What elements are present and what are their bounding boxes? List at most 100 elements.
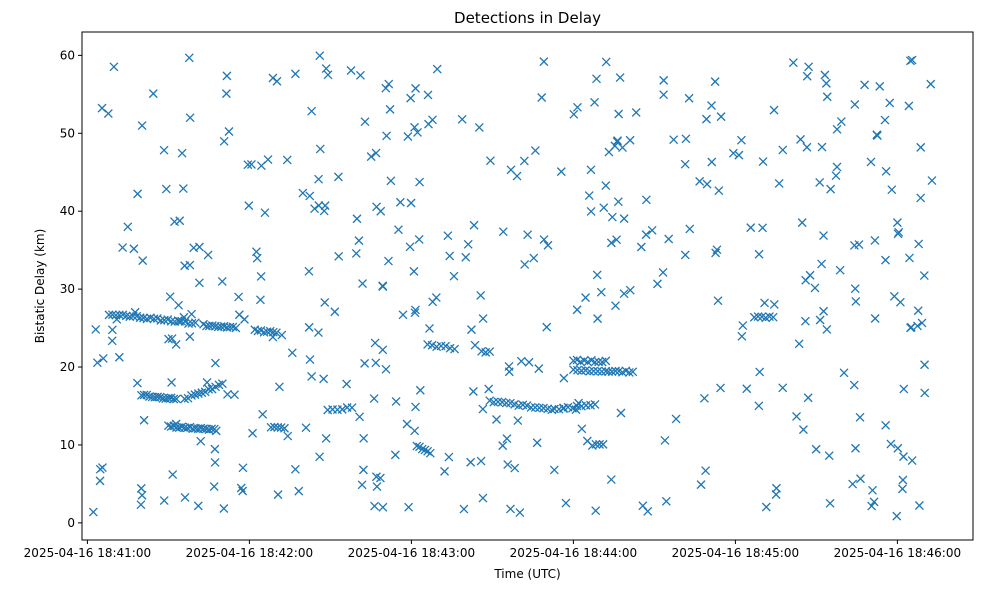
detection-point	[109, 62, 119, 72]
detection-point	[822, 92, 832, 102]
detection-point	[381, 83, 391, 93]
detection-point	[425, 324, 434, 333]
detection-point	[601, 181, 611, 191]
detection-point	[203, 250, 213, 260]
detection-point	[641, 195, 651, 205]
detection-point	[892, 218, 902, 228]
detection-point	[671, 414, 681, 424]
detection-point	[893, 443, 903, 453]
detection-point	[358, 465, 368, 475]
detection-point	[684, 93, 694, 103]
detection-point	[196, 436, 206, 446]
detection-point	[821, 78, 831, 88]
y-tick-label: 30	[60, 282, 75, 296]
detection-point	[754, 249, 764, 259]
detection-point	[661, 496, 671, 506]
detection-point	[243, 160, 253, 170]
detection-point	[282, 155, 292, 165]
detection-point	[881, 420, 891, 430]
detection-point	[372, 482, 382, 492]
detection-point	[268, 327, 278, 337]
detection-point	[177, 422, 187, 432]
detection-point	[185, 422, 195, 432]
detection-point	[423, 90, 433, 100]
detection-point	[537, 93, 547, 102]
y-tick-label: 0	[67, 516, 75, 530]
detection-point	[778, 145, 788, 155]
detection-point	[614, 109, 624, 119]
detection-point	[180, 394, 190, 404]
detection-point	[728, 148, 738, 158]
detection-point	[276, 423, 286, 433]
detection-point	[136, 500, 146, 510]
detection-point	[169, 421, 179, 431]
detection-point	[139, 390, 149, 400]
detection-point	[187, 309, 197, 319]
detection-point	[107, 336, 117, 346]
detection-point	[881, 255, 890, 265]
detection-point	[320, 298, 330, 307]
detection-point	[914, 239, 924, 249]
detection-point	[716, 383, 725, 393]
detection-point	[129, 244, 139, 254]
detection-point	[323, 70, 333, 80]
y-axis-ticks: 0 10 20 30 40 50 60	[60, 48, 82, 530]
detection-point	[647, 225, 657, 235]
detection-point	[904, 101, 914, 111]
detection-point	[905, 56, 915, 66]
detection-point	[321, 433, 331, 443]
detection-point	[193, 389, 203, 399]
detection-point	[88, 507, 98, 517]
detection-point	[185, 260, 195, 270]
detection-point	[382, 131, 392, 141]
detection-point	[135, 313, 145, 323]
detection-point	[209, 482, 219, 492]
detection-point	[370, 501, 380, 511]
detection-point	[601, 57, 611, 67]
detection-point	[370, 338, 380, 348]
detection-point	[354, 236, 364, 246]
detection-point	[406, 198, 416, 208]
detection-point	[856, 474, 865, 484]
detection-point	[880, 115, 890, 125]
x-tick-label: 2025-04-16 18:42:00	[186, 546, 313, 560]
detection-point	[410, 308, 420, 318]
detection-point	[210, 457, 220, 467]
detection-point	[142, 390, 152, 400]
detection-point	[753, 312, 763, 322]
detection-point	[680, 159, 690, 169]
detection-point	[769, 299, 779, 309]
detection-point	[920, 360, 930, 370]
detection-point	[615, 73, 625, 83]
detection-point	[266, 422, 276, 432]
chart-title: Detections in Delay	[454, 9, 601, 27]
detection-point	[502, 434, 512, 444]
detection-point	[506, 504, 515, 514]
detection-point	[166, 393, 176, 403]
detection-point	[616, 408, 626, 418]
detection-point	[305, 191, 315, 201]
detection-point	[586, 165, 596, 175]
detection-point	[515, 508, 525, 518]
detection-point	[174, 300, 184, 310]
detection-point	[758, 157, 768, 167]
detection-point	[746, 223, 756, 233]
detection-point	[484, 384, 494, 394]
detection-point	[819, 306, 829, 316]
detection-point	[283, 431, 293, 441]
detection-point	[406, 93, 416, 103]
detection-point	[824, 451, 834, 461]
detection-point	[803, 393, 813, 403]
detection-point	[758, 223, 768, 233]
detection-point	[255, 295, 265, 305]
detection-point	[801, 275, 811, 285]
detection-point	[611, 301, 620, 311]
detection-point	[246, 159, 256, 169]
detection-point	[585, 366, 595, 376]
detection-point	[139, 313, 149, 323]
detection-point	[586, 206, 596, 216]
detection-point	[358, 279, 367, 289]
detection-point	[355, 412, 365, 422]
detection-point	[98, 353, 108, 363]
